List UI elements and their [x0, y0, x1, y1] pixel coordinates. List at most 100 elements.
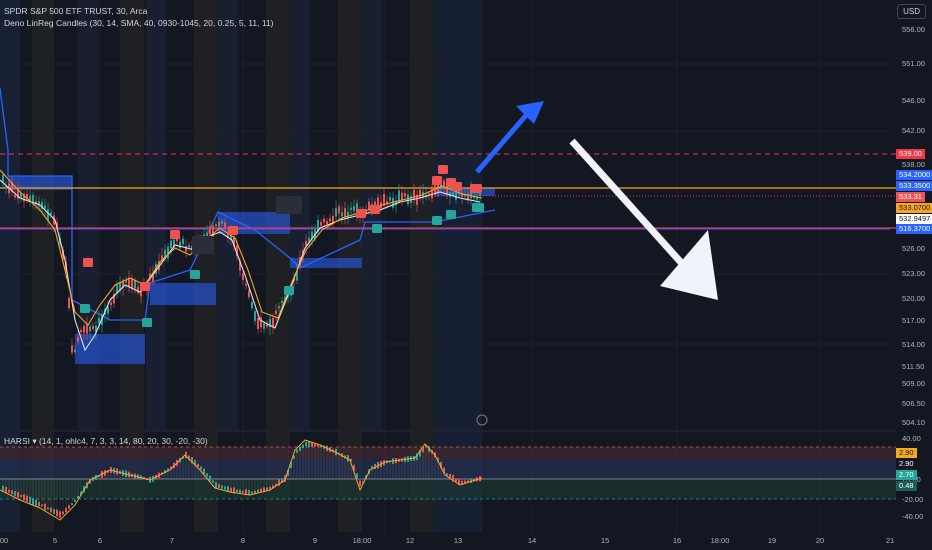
osc-candle [239, 489, 241, 493]
candle-body [296, 270, 298, 281]
price-tick: 504.10 [902, 418, 925, 427]
osc-candle [221, 485, 223, 489]
osc-candle [362, 481, 364, 484]
candle-body [416, 194, 418, 205]
price-tick: 526.00 [902, 244, 925, 253]
osc-candle [212, 480, 214, 483]
osc-candle [167, 468, 169, 472]
osc-candle [44, 503, 46, 511]
candle-body [374, 201, 376, 205]
osc-candle [236, 489, 238, 493]
osc-candle [170, 466, 172, 470]
candle-body [419, 190, 421, 199]
osc-candle [254, 490, 256, 494]
osc-candle [41, 504, 43, 507]
time-label: 16 [672, 536, 682, 545]
candle-body [398, 190, 400, 202]
osc-candle [224, 486, 226, 490]
candle-body [164, 249, 166, 259]
candle-body [263, 323, 265, 329]
osc-candle [197, 463, 199, 468]
osc-candle [248, 489, 250, 496]
oscillator-title[interactable]: HARSI ▾ (14, 1, ohlc4, 7, 3, 3, 14, 80, … [4, 436, 208, 446]
time-label: 19 [767, 536, 777, 545]
badge-red-dashed: 539.00 [896, 149, 925, 159]
osc-candle [26, 495, 28, 502]
badge-white: 532.9497 [896, 214, 932, 224]
candle-body [344, 208, 346, 217]
candle-body [254, 311, 256, 322]
osc-candle [230, 487, 232, 493]
candle-body [179, 241, 181, 249]
osc-candle [17, 491, 19, 498]
candle-body [311, 231, 313, 240]
indicator-title[interactable]: Deno LinReg Candles (30, 14, SMA, 40, 09… [4, 18, 274, 28]
time-label: 00 [0, 536, 9, 545]
candle-body [32, 195, 34, 204]
osc-candle [23, 494, 25, 501]
candle-body [80, 329, 82, 332]
candle-body [248, 290, 250, 298]
candle-body [395, 200, 397, 206]
candle-body [350, 207, 352, 210]
candle-body [152, 272, 154, 282]
badge-blue-level: 533.3500 [896, 181, 932, 191]
osc-candle [425, 444, 427, 448]
candle-body [449, 192, 451, 197]
price-tick: 509.00 [902, 379, 925, 388]
grid [0, 0, 890, 532]
osc-candle [47, 507, 49, 510]
symbol-title[interactable]: SPDR S&P 500 ETF TRUST, 30, Arca [4, 6, 148, 16]
osc-candle [161, 472, 163, 475]
osc-badge-orange: 2.90 [896, 448, 917, 458]
ema-orange-line [0, 169, 483, 326]
time-label: 18:00 [710, 536, 730, 545]
candle-body [377, 197, 379, 206]
candle-body [452, 192, 454, 196]
replay-icon[interactable] [476, 414, 488, 426]
osc-candle [302, 444, 304, 449]
currency-button[interactable]: USD [897, 4, 926, 19]
time-label: 6 [97, 536, 103, 545]
osc-candle [263, 487, 265, 493]
candle-body [353, 206, 355, 211]
price-tick: 542.00 [902, 126, 925, 135]
osc-candle [290, 461, 292, 469]
candle-body [221, 220, 223, 224]
badge-blue-upper: 534.2000 [896, 170, 932, 180]
candle-body [161, 255, 163, 261]
candle-body [35, 201, 37, 204]
candle-body [95, 325, 97, 333]
osc-candle [29, 496, 31, 504]
candle-body [239, 260, 241, 271]
candle-body [131, 278, 133, 289]
badge-last-price: 533.31 [896, 192, 925, 202]
osc-candle [452, 474, 454, 482]
osc-candle [281, 478, 283, 483]
candle-body [11, 182, 13, 192]
osc-candle [188, 455, 190, 460]
candle-body [188, 244, 190, 248]
time-label: 9 [312, 536, 318, 545]
candle-body [119, 282, 121, 291]
candle-body [2, 174, 4, 183]
price-candles [2, 171, 481, 356]
price-tick: 556.00 [902, 25, 925, 34]
candle-body [74, 349, 76, 352]
osc-candle [278, 479, 280, 486]
osc-candle [374, 463, 376, 469]
candle-body [26, 193, 28, 200]
osc-candle [296, 449, 298, 453]
candle-body [83, 325, 85, 333]
candle-body [458, 189, 460, 194]
candle-body [5, 186, 7, 189]
osc-candle [461, 480, 463, 485]
osc-candle [449, 473, 451, 479]
signal-markers [80, 165, 484, 327]
candle-body [236, 245, 238, 257]
candle-body [23, 193, 25, 202]
osc-candle [71, 502, 73, 506]
candle-body [113, 293, 115, 304]
candle-body [383, 193, 385, 206]
